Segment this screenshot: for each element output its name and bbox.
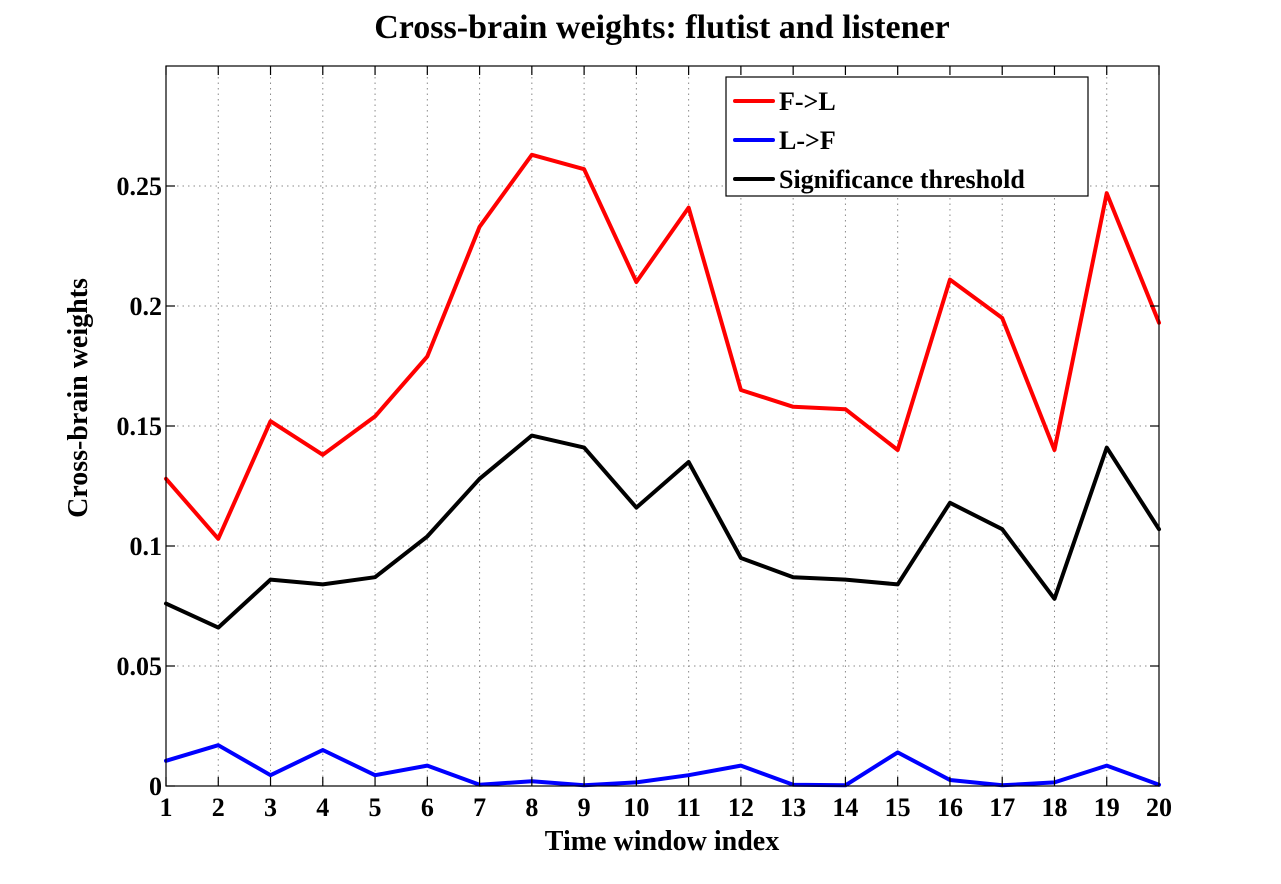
- x-tick-label: 3: [264, 793, 277, 822]
- x-tick-label: 6: [421, 793, 434, 822]
- y-tick-label: 0.2: [130, 292, 163, 321]
- chart-title: Cross-brain weights: flutist and listene…: [374, 9, 950, 46]
- y-axis-ticks: 0 0.05 0.1 0.15 0.2 0.25: [117, 172, 1159, 801]
- legend-label-significance-threshold: Significance threshold: [779, 165, 1025, 194]
- x-axis-label: Time window index: [545, 826, 779, 857]
- legend-box: [725, 76, 1089, 197]
- x-tick-label: 2: [212, 793, 225, 822]
- series-line-l-f: [164, 743, 1161, 788]
- x-tick-label: 7: [473, 793, 486, 822]
- x-tick-label: 11: [676, 793, 701, 822]
- x-tick-label: 19: [1094, 793, 1120, 822]
- series-layer: [164, 152, 1161, 788]
- legend-items: F->L L->F Significance threshold: [733, 87, 1025, 194]
- x-tick-label: 15: [885, 793, 911, 822]
- y-tick-label: 0.05: [117, 652, 163, 681]
- x-axis-ticks: 1 2 3 4 5 6 7 8 9 10 11 12 13 14 15 16 17 18 19 20: [160, 66, 1172, 822]
- x-tick-label: 14: [832, 793, 858, 822]
- series-line-f-l: [164, 152, 1161, 541]
- legend: F->L L->F Significance threshold: [725, 76, 1089, 197]
- x-tick-label: 5: [369, 793, 382, 822]
- x-tick-label: 4: [316, 793, 329, 822]
- legend-label-l-f: L->F: [779, 126, 836, 155]
- series-line-significance-threshold: [164, 433, 1161, 630]
- y-tick-label: 0.15: [117, 412, 163, 441]
- legend-label-f-l: F->L: [779, 87, 836, 116]
- x-tick-label: 12: [728, 793, 754, 822]
- x-tick-label: 8: [525, 793, 538, 822]
- x-tick-label: 16: [937, 793, 963, 822]
- x-tick-label: 13: [780, 793, 806, 822]
- x-tick-label: 10: [623, 793, 649, 822]
- y-axis-label: Cross-brain weights: [63, 278, 94, 518]
- y-tick-label: 0.1: [130, 532, 163, 561]
- x-tick-label: 9: [578, 793, 591, 822]
- x-tick-label: 20: [1146, 793, 1172, 822]
- x-tick-label: 18: [1041, 793, 1067, 822]
- x-tick-label: 17: [989, 793, 1015, 822]
- x-tick-label: 1: [160, 793, 173, 822]
- y-tick-label: 0: [149, 772, 162, 801]
- y-tick-label: 0.25: [117, 172, 163, 201]
- y-gridlines: [166, 185, 1159, 667]
